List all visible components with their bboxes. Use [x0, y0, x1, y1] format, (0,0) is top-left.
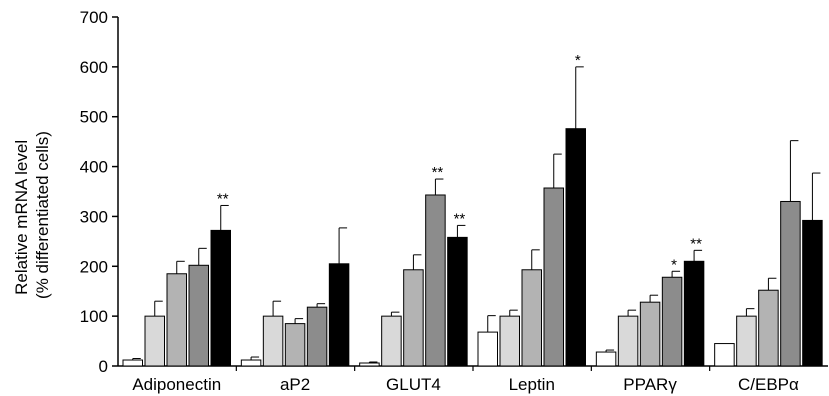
y-tick-label: 600: [80, 58, 108, 77]
labels: Adiponectin aP2 GLUT4 Leptin PPARγ C/EBPα****…: [132, 52, 799, 394]
x-category-label: Adiponectin: [132, 375, 221, 394]
bar: [639, 301, 661, 367]
bar: [359, 362, 380, 367]
significance-marker: **: [217, 190, 229, 207]
bar: [595, 351, 617, 367]
x-category-label: PPARγ: [623, 375, 677, 394]
y-axis-title: Relative mRNA level (% differentiated ce…: [12, 131, 52, 299]
bar: [403, 269, 424, 367]
y-tick-label: 500: [80, 108, 108, 127]
bar: [306, 306, 328, 367]
x-category-label: Leptin: [509, 375, 555, 394]
bar: [683, 260, 705, 367]
y-tick-label: 700: [80, 8, 108, 27]
bar: [543, 187, 564, 367]
y-tick-label: 300: [80, 207, 108, 226]
bar: [661, 276, 683, 367]
significance-marker: *: [575, 52, 581, 69]
bar: [210, 229, 231, 367]
bar: [780, 200, 801, 367]
significance-marker: **: [454, 210, 466, 227]
bar: [617, 315, 639, 367]
x-category-label: aP2: [280, 375, 310, 394]
x-category-label: GLUT4: [386, 375, 441, 394]
bar: [447, 236, 468, 367]
bar: [714, 343, 735, 367]
x-category-label: C/EBPα: [738, 375, 799, 394]
bar: [758, 289, 779, 367]
bar: [499, 315, 520, 367]
y-axis-title-line2: (% differentiated cells): [33, 131, 52, 299]
bar: [240, 359, 262, 367]
significance-marker: **: [432, 164, 444, 181]
y-tick-label: 200: [80, 257, 108, 276]
bar: [328, 263, 350, 367]
bar: [802, 219, 823, 367]
significance-marker: **: [690, 235, 702, 252]
axes: 0 100 200 300 400 500 600 700: [80, 8, 828, 376]
bar: [425, 194, 446, 367]
bar: [122, 359, 143, 367]
y-tick-label: 0: [99, 357, 108, 376]
bar: [144, 315, 165, 367]
significance-marker: *: [671, 256, 677, 273]
bars: [122, 66, 823, 367]
bar: [381, 315, 402, 367]
y-tick-label: 400: [80, 158, 108, 177]
bar: [565, 128, 586, 367]
bar: [521, 269, 542, 367]
y-tick-label: 100: [80, 307, 108, 326]
bar: [166, 273, 187, 367]
bar: [188, 264, 209, 367]
bar: [477, 331, 498, 367]
bar: [262, 315, 284, 367]
bar: [284, 323, 306, 367]
y-axis-title-line1: Relative mRNA level: [12, 140, 31, 295]
bar: [736, 315, 757, 367]
